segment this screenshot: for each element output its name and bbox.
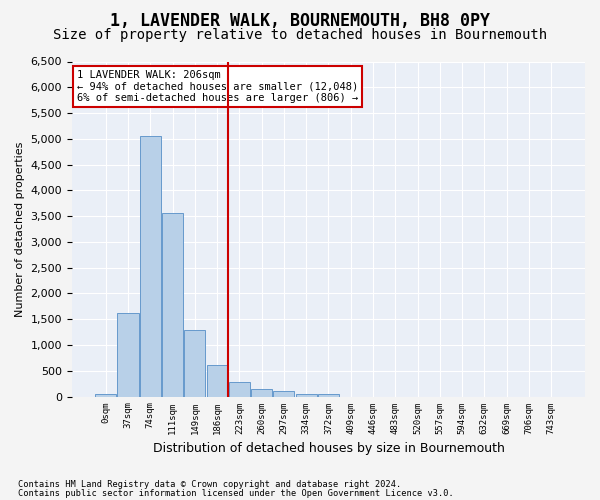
Bar [118, 313, 139, 396]
Text: Contains HM Land Registry data © Crown copyright and database right 2024.: Contains HM Land Registry data © Crown c… [18, 480, 401, 489]
Bar [318, 394, 339, 396]
Bar [274, 392, 295, 396]
Y-axis label: Number of detached properties: Number of detached properties [15, 142, 25, 316]
Bar [95, 394, 116, 396]
Bar [162, 212, 183, 396]
Bar [296, 394, 317, 396]
Text: Contains public sector information licensed under the Open Government Licence v3: Contains public sector information licen… [18, 489, 454, 498]
Text: Size of property relative to detached houses in Bournemouth: Size of property relative to detached ho… [53, 28, 547, 42]
Bar [251, 389, 272, 396]
Text: 1 LAVENDER WALK: 206sqm
← 94% of detached houses are smaller (12,048)
6% of semi: 1 LAVENDER WALK: 206sqm ← 94% of detache… [77, 70, 358, 103]
Text: 1, LAVENDER WALK, BOURNEMOUTH, BH8 0PY: 1, LAVENDER WALK, BOURNEMOUTH, BH8 0PY [110, 12, 490, 30]
Bar [184, 330, 205, 396]
Bar [140, 136, 161, 396]
Bar [229, 382, 250, 396]
X-axis label: Distribution of detached houses by size in Bournemouth: Distribution of detached houses by size … [152, 442, 505, 455]
Bar [206, 364, 228, 396]
